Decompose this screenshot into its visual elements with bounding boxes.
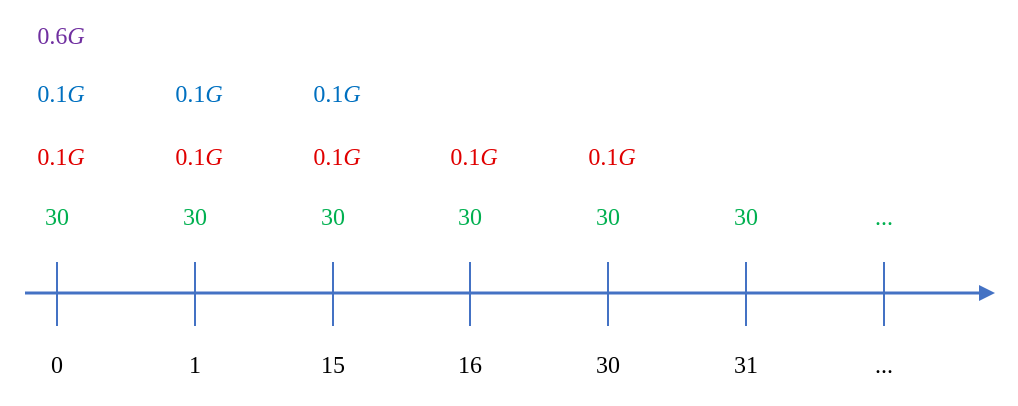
blue-term-label-var: G <box>67 82 84 108</box>
cashflow-label: 30 <box>183 205 207 231</box>
blue-term-label-var: G <box>343 82 360 108</box>
red-term-label: 0.1G <box>450 145 497 171</box>
cashflow-label-value: 30 <box>183 205 207 231</box>
tick-marks <box>56 262 885 326</box>
cashflow-label-value: 30 <box>45 205 69 231</box>
cashflow-label-value: 30 <box>596 205 620 231</box>
tick-label: 1 <box>189 353 201 379</box>
red-term-label-var: G <box>67 145 84 171</box>
red-term-label: 0.1G <box>175 145 222 171</box>
red-term-label-var: G <box>343 145 360 171</box>
red-term-label-coef: 0.1 <box>175 145 205 171</box>
axis-arrowhead <box>979 285 995 301</box>
tick-label-value: 1 <box>189 353 201 379</box>
purple-term-label-var: G <box>67 24 84 50</box>
blue-term-label: 0.1G <box>313 82 360 108</box>
tick-label-value: 0 <box>51 353 63 379</box>
tick-label-value: 15 <box>321 353 345 379</box>
tick-label-value: 30 <box>596 353 620 379</box>
cashflow-label: 30 <box>734 205 758 231</box>
red-term-label-coef: 0.1 <box>450 145 480 171</box>
cashflow-label: 30 <box>321 205 345 231</box>
purple-term-label: 0.6G <box>37 24 84 50</box>
cashflow-label-value: 30 <box>458 205 482 231</box>
red-term-label-var: G <box>480 145 497 171</box>
timeline-labels: 0300.1G0.1G0.6G1300.1G0.1G15300.1G0.1G16… <box>37 24 893 379</box>
cashflow-label: 30 <box>596 205 620 231</box>
red-term-label-var: G <box>205 145 222 171</box>
cashflow-label: 30 <box>458 205 482 231</box>
cashflow-label-value: 30 <box>321 205 345 231</box>
red-term-label-var: G <box>618 145 635 171</box>
blue-term-label-coef: 0.1 <box>175 82 205 108</box>
red-term-label: 0.1G <box>313 145 360 171</box>
tick-label: 16 <box>458 353 482 379</box>
purple-term-label-coef: 0.6 <box>37 24 67 50</box>
tick-label: 0 <box>51 353 63 379</box>
cashflow-label: 30 <box>45 205 69 231</box>
red-term-label: 0.1G <box>588 145 635 171</box>
blue-term-label: 0.1G <box>37 82 84 108</box>
tick-label-value: ... <box>875 353 893 379</box>
red-term-label: 0.1G <box>37 145 84 171</box>
red-term-label-coef: 0.1 <box>313 145 343 171</box>
red-term-label-coef: 0.1 <box>588 145 618 171</box>
cashflow-label-value: ... <box>875 205 893 231</box>
tick-label: 15 <box>321 353 345 379</box>
tick-label: 31 <box>734 353 758 379</box>
tick-label-value: 31 <box>734 353 758 379</box>
cashflow-label-value: 30 <box>734 205 758 231</box>
cashflow-label: ... <box>875 205 893 231</box>
tick-label: 30 <box>596 353 620 379</box>
red-term-label-coef: 0.1 <box>37 145 67 171</box>
blue-term-label-coef: 0.1 <box>313 82 343 108</box>
tick-label-value: 16 <box>458 353 482 379</box>
blue-term-label: 0.1G <box>175 82 222 108</box>
blue-term-label-var: G <box>205 82 222 108</box>
tick-label: ... <box>875 353 893 379</box>
blue-term-label-coef: 0.1 <box>37 82 67 108</box>
